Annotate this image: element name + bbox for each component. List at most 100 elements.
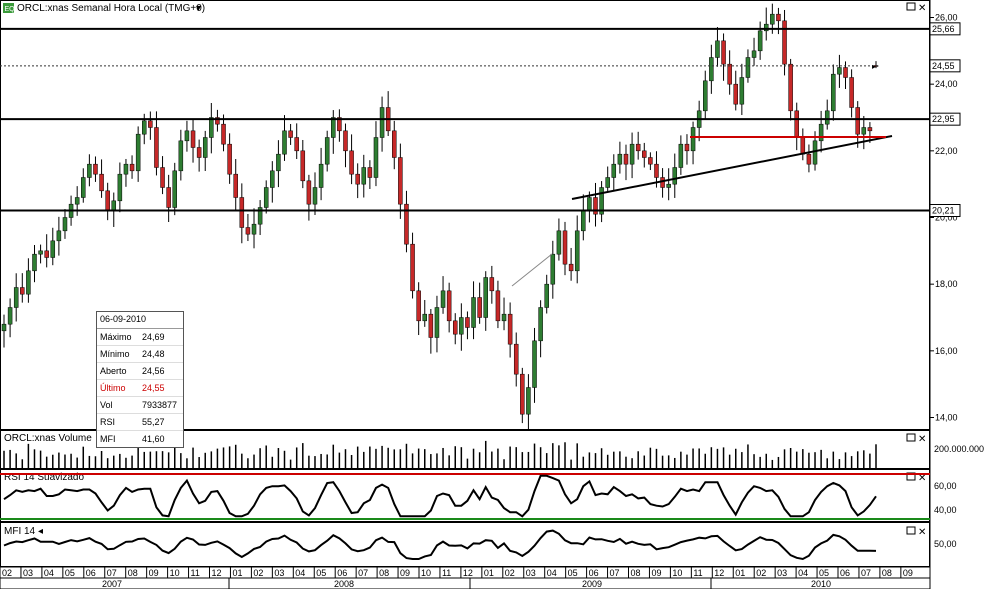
- candle: [501, 313, 507, 322]
- candle: [690, 127, 696, 152]
- price-tick-label: 18,00: [935, 279, 958, 289]
- candle: [855, 107, 860, 135]
- candle: [520, 373, 525, 415]
- candle: [349, 150, 354, 175]
- month-label: 01: [484, 568, 494, 578]
- month-label: 03: [777, 568, 787, 578]
- candle: [745, 57, 751, 78]
- price-tick-label: 26,00: [935, 13, 958, 23]
- data-window: 06-09-2010 Máximo 24,69 Mínimo 24,48 Aberto 2…: [96, 311, 184, 448]
- candle: [824, 110, 830, 125]
- volume-maximize-icon[interactable]: [906, 433, 916, 442]
- candle: [282, 130, 287, 155]
- rsi-close-icon[interactable]: ✕: [918, 473, 926, 484]
- month-label: 09: [400, 568, 410, 578]
- close-icon[interactable]: ✕: [918, 3, 926, 14]
- mfi-panel: [0, 522, 930, 567]
- month-label: 06: [589, 568, 599, 578]
- month-label: 05: [316, 568, 326, 578]
- month-label: 02: [505, 568, 515, 578]
- candle: [178, 140, 184, 172]
- year-label: 2007: [102, 579, 122, 589]
- candle: [184, 130, 190, 142]
- month-label: 08: [128, 568, 138, 578]
- mfi-maximize-icon[interactable]: [906, 526, 916, 535]
- month-label: 01: [735, 568, 745, 578]
- month-label: 08: [379, 568, 389, 578]
- candle: [513, 343, 519, 375]
- candle: [452, 320, 458, 335]
- candle: [166, 187, 171, 208]
- candle: [568, 263, 574, 272]
- data-window-row: RSI 55,27: [97, 414, 183, 431]
- ticker-logo-text: EQ: [5, 6, 16, 13]
- price-tick-label: 14,00: [935, 413, 958, 423]
- data-window-key: Vol: [100, 400, 113, 410]
- rsi-panel: [0, 469, 930, 522]
- candle: [373, 137, 379, 178]
- data-window-row: Máximo 24,69: [97, 329, 183, 346]
- month-label: 07: [358, 568, 368, 578]
- candle: [221, 123, 226, 145]
- year-label: 2010: [811, 579, 831, 589]
- candle: [343, 130, 348, 152]
- candle: [318, 163, 324, 188]
- month-label: 04: [547, 568, 557, 578]
- data-window-key: RSI: [100, 417, 116, 427]
- mfi-dropdown-icon[interactable]: ◂: [38, 526, 43, 537]
- rsi-tick-40: 40,00: [934, 505, 957, 515]
- trendline-grey[interactable]: [511, 253, 553, 287]
- title-dropdown-icon[interactable]: ▾: [196, 3, 201, 14]
- volume-close-icon[interactable]: ✕: [918, 434, 926, 445]
- month-label: 02: [756, 568, 766, 578]
- price-axis: 26,00 24,00 22,00 20,00 18,00 16,00 14,00: [930, 13, 958, 423]
- candle: [587, 197, 592, 212]
- candle: [7, 307, 13, 325]
- candle: [684, 143, 690, 152]
- data-window-value: 24,56: [142, 366, 165, 376]
- candle: [62, 217, 68, 232]
- candle: [416, 290, 421, 322]
- year-label: 2008: [334, 579, 354, 589]
- month-label: 05: [819, 568, 829, 578]
- candle: [617, 153, 623, 165]
- candle: [843, 67, 848, 78]
- level-label-box: [929, 59, 961, 73]
- month-label: 02: [253, 568, 263, 578]
- data-window-row: Vol 7933877: [97, 397, 183, 414]
- month-label: 06: [337, 568, 347, 578]
- candle: [727, 63, 732, 85]
- month-label: 05: [65, 568, 75, 578]
- candle: [294, 137, 299, 152]
- price-tick-label: 16,00: [935, 346, 958, 356]
- maximize-icon[interactable]: [906, 2, 916, 11]
- candle: [538, 307, 543, 342]
- data-window-row: Aberto 24,56: [97, 363, 183, 380]
- candle: [635, 143, 641, 152]
- candle: [398, 157, 403, 205]
- trendline-support[interactable]: [571, 135, 893, 200]
- time-axis-labels: 02 03 04 05 06 07 08 09 10 11 12 01 02 03 04 05 06 07 08 09…: [0, 567, 913, 589]
- candle: [434, 307, 440, 338]
- candle: [233, 173, 238, 198]
- candle: [81, 177, 86, 198]
- candle: [422, 313, 428, 322]
- candle: [599, 187, 604, 215]
- month-label: 04: [295, 568, 305, 578]
- candle: [440, 290, 446, 308]
- candle: [800, 137, 806, 155]
- candle: [562, 230, 568, 265]
- level-label: 25,66: [932, 24, 955, 34]
- candle: [623, 153, 629, 165]
- candle: [392, 130, 397, 158]
- candle: [142, 120, 147, 135]
- candle: [20, 287, 25, 295]
- candle: [379, 107, 385, 138]
- month-label: 09: [149, 568, 159, 578]
- data-window-row: MFI 41,60: [97, 431, 183, 447]
- mfi-tick: 50,00: [934, 539, 957, 549]
- candle: [550, 253, 556, 285]
- data-window-value: 55,27: [142, 417, 165, 427]
- mfi-close-icon[interactable]: ✕: [918, 527, 926, 538]
- candle: [666, 183, 671, 188]
